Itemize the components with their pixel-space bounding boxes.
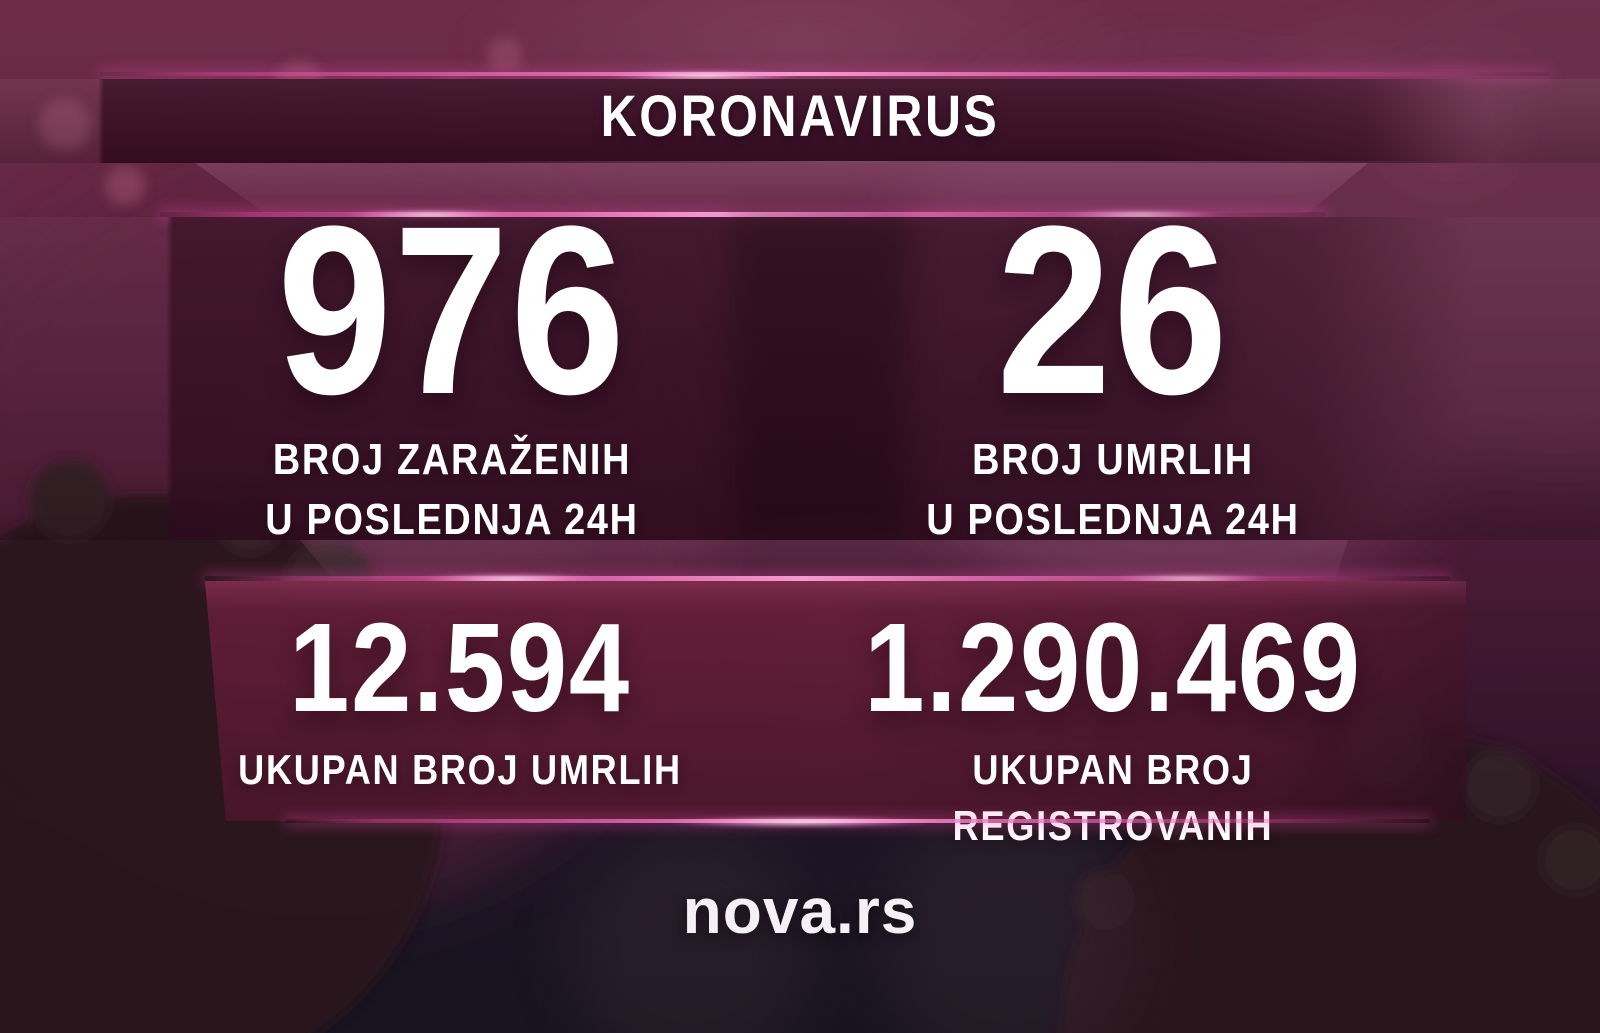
stat-total-registered: 1.290.469 UKUPAN BROJ REGISTROVANIH (803, 603, 1423, 854)
stat-label-line: UKUPAN BROJ UMRLIH (238, 746, 682, 793)
stat-label-line: UKUPAN BROJ REGISTROVANIH (952, 746, 1274, 849)
title-band (0, 79, 1600, 163)
page-title: KORONAVIRUS (600, 84, 1000, 149)
stats-panel-totals (205, 581, 1466, 821)
stat-value-total-registered: 1.290.469 (864, 597, 1362, 738)
divider-glow-middle (205, 576, 1450, 581)
footer-faint-blobs (570, 810, 1140, 1033)
lens-flare (610, 71, 800, 81)
stat-value-infected-24h: 976 (277, 176, 627, 444)
reflection-band-middle (300, 540, 1348, 578)
stats-panel-24h (0, 217, 1600, 540)
stat-label-deaths-24h: BROJ UMRLIH U POSLEDNJA 24H (846, 430, 1379, 550)
stat-label-line: U POSLEDNJA 24H (926, 495, 1300, 544)
stat-value-total-deaths: 12.594 (289, 597, 631, 738)
stat-label-line: BROJ UMRLIH (972, 435, 1254, 484)
stat-infected-24h: 976 BROJ ZARAŽENIH U POSLEDNJA 24H (142, 190, 762, 550)
stat-label-total-deaths: UKUPAN BROJ UMRLIH (193, 742, 726, 798)
reflection-band-header (195, 163, 1368, 213)
stats-panel-center-shade (732, 217, 907, 540)
stat-label-total-registered: UKUPAN BROJ REGISTROVANIH (846, 742, 1379, 854)
stat-total-deaths: 12.594 UKUPAN BROJ UMRLIH (150, 603, 770, 798)
lens-flare (345, 210, 515, 220)
divider-glow-top (100, 72, 1550, 76)
lens-flare (420, 574, 600, 584)
divider-glow-header (160, 212, 1325, 217)
lens-flare (1110, 574, 1270, 584)
stat-deaths-24h: 26 BROJ UMRLIH U POSLEDNJA 24H (803, 190, 1423, 550)
title-band-bottom-rim (430, 161, 1430, 163)
stat-label-line: BROJ ZARAŽENIH (272, 435, 632, 484)
stat-label-infected-24h: BROJ ZARAŽENIH U POSLEDNJA 24H (185, 430, 718, 550)
stat-label-line: U POSLEDNJA 24H (265, 495, 639, 544)
stat-value-deaths-24h: 26 (996, 176, 1230, 444)
lens-flare (670, 817, 930, 827)
lens-flare (1060, 210, 1220, 220)
nova-rs-logo: nova.rs (682, 875, 918, 947)
